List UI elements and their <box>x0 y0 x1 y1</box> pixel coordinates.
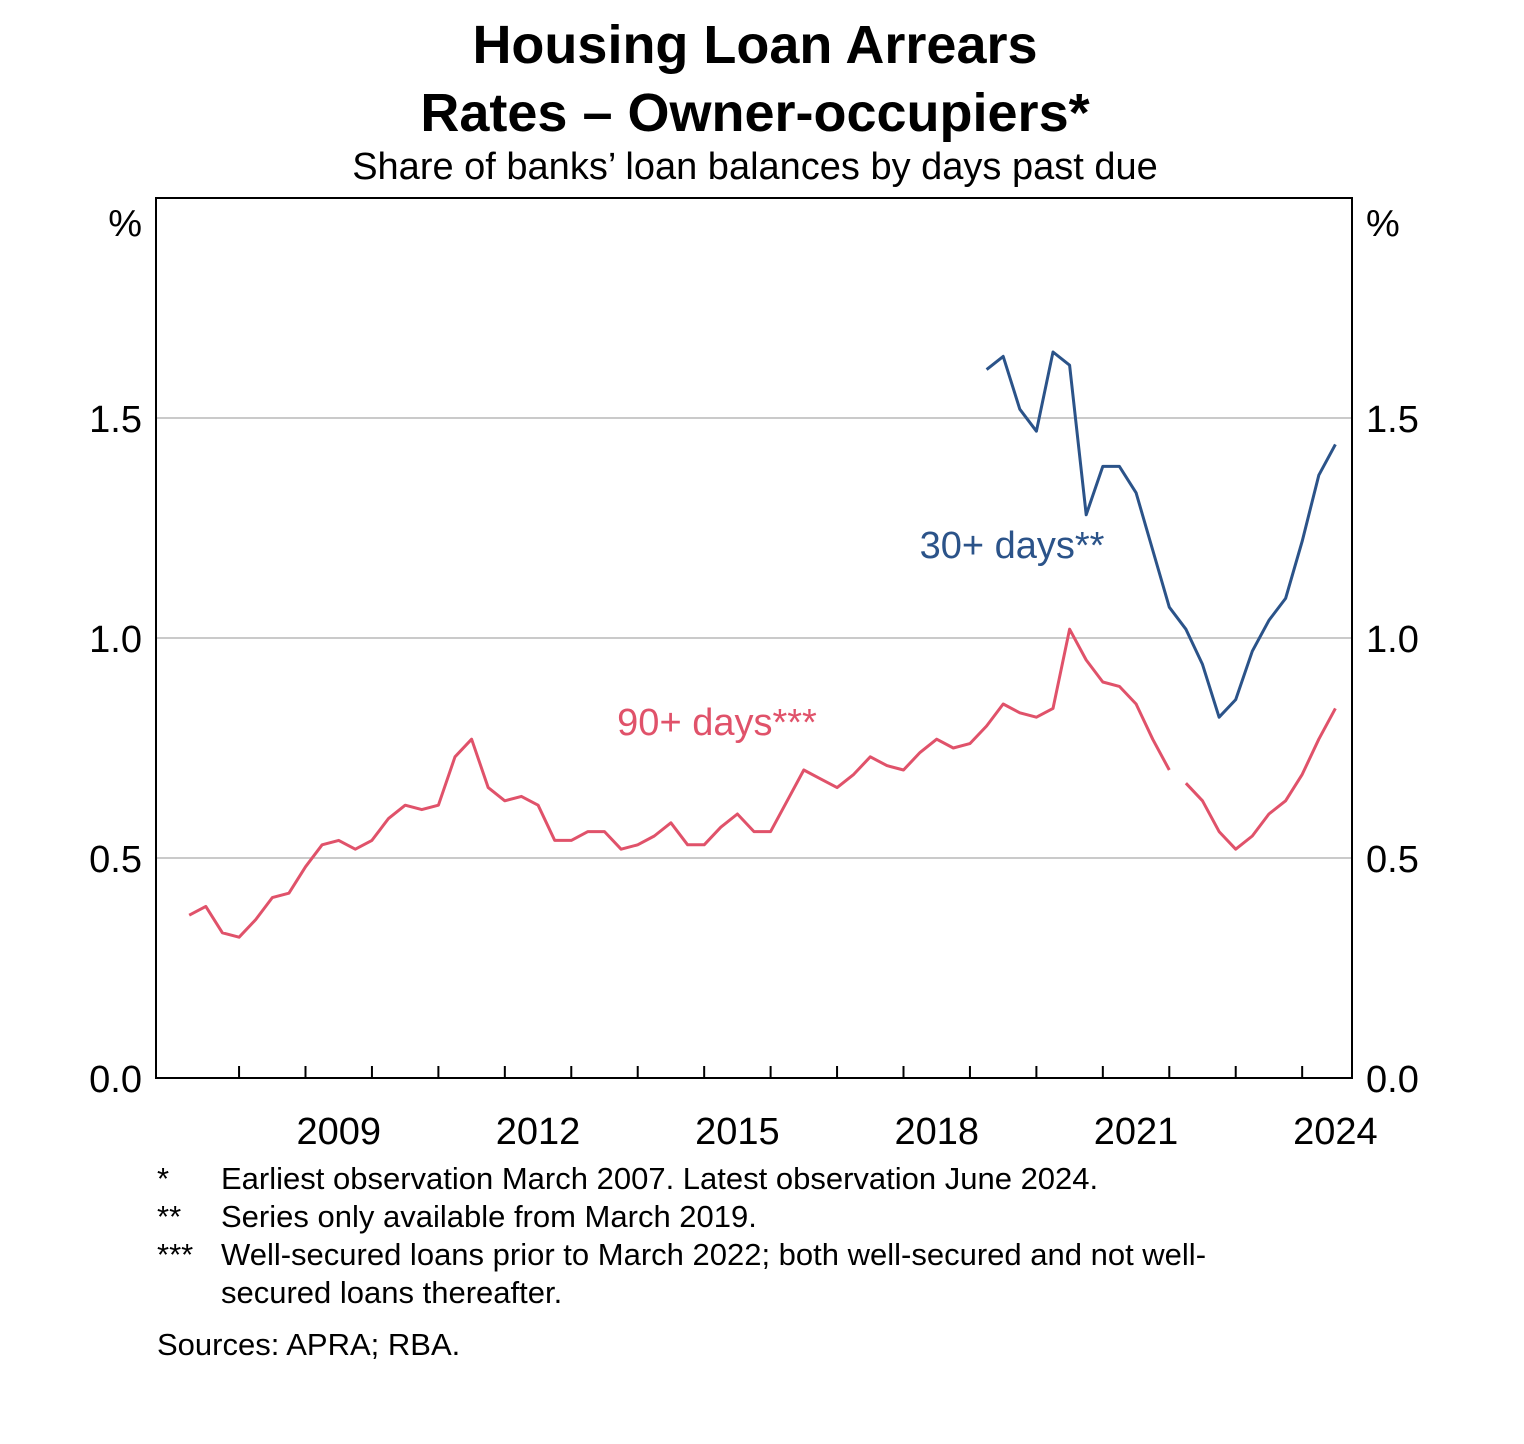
y-unit-right: % <box>1366 203 1400 245</box>
x-tick-label: 2015 <box>695 1111 780 1153</box>
series-label-30-days: 30+ days** <box>920 525 1105 567</box>
y-tick-label-left: 1.0 <box>89 619 142 661</box>
series-label-90-days: 90+ days*** <box>617 702 817 744</box>
footnote-mark: * <box>157 1161 170 1196</box>
x-tick-label: 2024 <box>1293 1111 1378 1153</box>
y-tick-label-left: 0.0 <box>89 1059 142 1101</box>
x-tick-label: 2012 <box>496 1111 581 1153</box>
y-tick-label-right: 1.0 <box>1366 619 1419 661</box>
chart-subtitle: Share of banks’ loan balances by days pa… <box>352 146 1158 188</box>
y-tick-label-left: 0.5 <box>89 839 142 881</box>
y-tick-label-left: 1.5 <box>89 399 142 441</box>
x-tick-label: 2009 <box>296 1111 381 1153</box>
footnote-text: Well-secured loans prior to March 2022; … <box>221 1237 1207 1310</box>
chart-title-line-1: Housing Loan Arrears <box>472 15 1038 75</box>
footnote-1: * Earliest observation March 2007. Lates… <box>157 1160 1281 1198</box>
footnote-2: ** Series only available from March 2019… <box>157 1198 1281 1236</box>
footnote-3: *** Well-secured loans prior to March 20… <box>157 1236 1281 1312</box>
x-tick-label: 2021 <box>1094 1111 1179 1153</box>
chart-title-line-2: Rates – Owner-occupiers* <box>420 83 1090 143</box>
y-tick-label-right: 0.0 <box>1366 1059 1419 1101</box>
chart-area: 0.0 0.0 0.5 0.5 1.0 1.0 1.5 1.5% % 2009 2012 2015 20… <box>89 197 1419 1153</box>
sources: Sources: APRA; RBA. <box>157 1327 461 1362</box>
footnote-mark: *** <box>157 1237 194 1272</box>
x-tick-label: 2018 <box>894 1111 979 1153</box>
footnote-text: Series only available from March 2019. <box>221 1199 757 1234</box>
y-tick-label-right: 1.5 <box>1366 399 1419 441</box>
y-unit-left: % <box>108 203 142 245</box>
footnotes: * Earliest observation March 2007. Lates… <box>157 1160 1281 1364</box>
series-line <box>188 627 1337 939</box>
footnote-text: Earliest observation March 2007. Latest … <box>221 1161 1099 1196</box>
y-tick-label-right: 0.5 <box>1366 839 1419 881</box>
plot-frame <box>155 197 1353 1079</box>
footnote-mark: ** <box>157 1199 182 1234</box>
series-line <box>985 350 1337 719</box>
